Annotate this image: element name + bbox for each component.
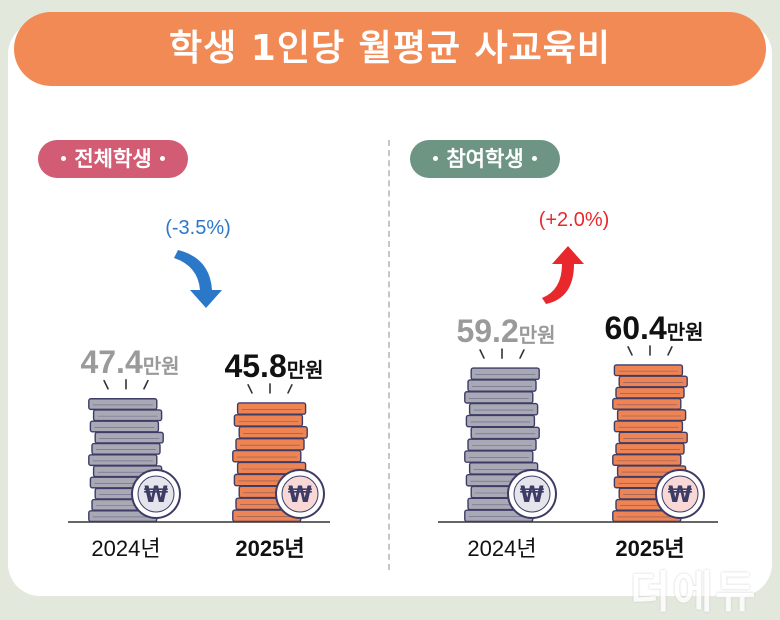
- coin: [468, 402, 539, 416]
- won-symbol: ₩: [668, 483, 692, 508]
- bullet-dot: [433, 155, 439, 161]
- coin: [612, 397, 682, 410]
- coin: [470, 367, 540, 381]
- coin: [612, 453, 682, 467]
- category-label: 2025년: [235, 536, 304, 561]
- coin: [465, 414, 536, 428]
- coin: [91, 442, 161, 455]
- bullet-dot: [61, 155, 67, 161]
- group-label-text: 전체학생: [74, 147, 152, 171]
- coin: [88, 398, 158, 411]
- sparkle-tick: [143, 379, 149, 390]
- data-label: 45.8만원: [224, 348, 323, 384]
- data-label: 47.4만원: [80, 344, 179, 380]
- coin: [467, 438, 537, 452]
- down-arrow-icon: [174, 250, 222, 308]
- category-label: 2024년: [467, 536, 536, 561]
- coin: [94, 431, 164, 444]
- coin: [464, 391, 534, 404]
- chart-panel-1: ₩2024년 47.4만원 ₩2025년 45.8만원 (-3.5%): [68, 217, 330, 561]
- coin: [616, 409, 687, 422]
- coin: [615, 386, 685, 399]
- bullet-dot: [531, 155, 537, 161]
- data-label: 60.4만원: [604, 310, 703, 346]
- coin: [236, 402, 307, 415]
- coin: [613, 420, 684, 433]
- won-coin-inner: [513, 475, 551, 513]
- sparkle-tick: [627, 346, 633, 356]
- sparkle-tick: [287, 384, 293, 394]
- chart-title: 학생 1인당 월평균 사교육비: [169, 28, 611, 69]
- coin: [618, 431, 688, 444]
- chart-panel-2: ₩2024년 59.2만원 ₩2025년 60.4만원 (+2.0%): [438, 209, 718, 561]
- coin: [92, 409, 163, 422]
- group-label-participating-students: 참여학생: [410, 140, 560, 178]
- title-banner: 학생 1인당 월평균 사교육비: [14, 12, 766, 86]
- change-label: (+2.0%): [539, 209, 610, 231]
- coin: [238, 426, 308, 439]
- won-symbol: ₩: [520, 483, 544, 508]
- coin: [235, 437, 305, 451]
- sparkle-tick: [479, 349, 485, 359]
- bullet-dot: [159, 155, 165, 161]
- won-symbol: ₩: [144, 483, 168, 508]
- won-coin-inner: [137, 475, 175, 513]
- coin: [618, 375, 688, 388]
- won-symbol: ₩: [288, 483, 312, 508]
- coin: [89, 420, 160, 433]
- won-coin-inner: [661, 475, 699, 513]
- change-label: (-3.5%): [165, 217, 231, 239]
- coin: [613, 364, 684, 377]
- coin: [467, 379, 537, 392]
- group-label-all-students: 전체학생: [38, 140, 188, 178]
- coin: [88, 454, 158, 467]
- sparkle-tick: [247, 384, 253, 394]
- won-coin-inner: [281, 475, 319, 513]
- sparkle-tick: [667, 346, 673, 356]
- divider: [388, 140, 390, 570]
- data-label: 59.2만원: [456, 313, 555, 349]
- coin: [233, 414, 304, 427]
- sparkle-tick: [519, 349, 525, 359]
- category-label: 2024년: [91, 536, 160, 561]
- watermark: 더에듀: [630, 567, 758, 618]
- coin: [464, 450, 534, 463]
- group-label-text: 참여학생: [446, 147, 524, 171]
- coin: [232, 449, 302, 463]
- up-arrow-icon: [542, 246, 584, 304]
- coin: [470, 426, 540, 440]
- coin: [615, 442, 685, 455]
- category-label: 2025년: [615, 536, 684, 561]
- sparkle-tick: [103, 379, 109, 390]
